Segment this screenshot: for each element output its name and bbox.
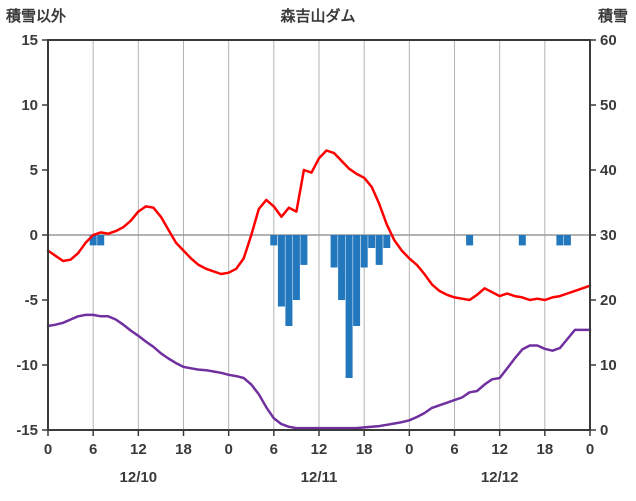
- hour-tick-label: 18: [175, 441, 192, 458]
- hour-tick-label: 6: [450, 441, 458, 458]
- precipitation-bar: [375, 235, 383, 265]
- precipitation-bar: [563, 235, 571, 246]
- left-axis-title: 積雪以外: [6, 8, 67, 25]
- precipitation-bar: [292, 235, 300, 300]
- precipitation-bar: [330, 235, 338, 268]
- right-tick-label: 20: [600, 292, 617, 309]
- precipitation-bar: [466, 235, 474, 246]
- precipitation-bar: [338, 235, 346, 300]
- hour-tick-label: 0: [224, 441, 232, 458]
- precipitation-bar: [368, 235, 376, 248]
- right-tick-label: 60: [600, 32, 617, 49]
- hour-tick-label: 6: [89, 441, 97, 458]
- left-tick-label: -5: [25, 292, 38, 309]
- date-label: 12/10: [120, 469, 158, 486]
- precipitation-bar: [360, 235, 368, 268]
- precipitation-bar: [345, 235, 353, 378]
- hour-tick-label: 6: [270, 441, 278, 458]
- precipitation-bar: [353, 235, 361, 326]
- precipitation-bar: [556, 235, 564, 246]
- hour-tick-label: 0: [586, 441, 594, 458]
- precipitation-bar: [285, 235, 293, 326]
- right-tick-label: 30: [600, 227, 617, 244]
- hour-tick-label: 12: [130, 441, 147, 458]
- left-tick-label: 5: [30, 162, 38, 179]
- hour-tick-label: 12: [491, 441, 508, 458]
- left-tick-label: -15: [16, 422, 38, 439]
- right-axis-title: 積雪: [597, 8, 628, 25]
- precipitation-bar: [97, 235, 105, 246]
- left-tick-label: 0: [30, 227, 38, 244]
- hour-tick-label: 18: [536, 441, 553, 458]
- hour-tick-label: 0: [405, 441, 413, 458]
- left-tick-label: -10: [16, 357, 38, 374]
- precipitation-bar: [300, 235, 308, 265]
- right-tick-label: 40: [600, 162, 617, 179]
- hour-tick-label: 0: [44, 441, 52, 458]
- right-tick-label: 50: [600, 97, 617, 114]
- hour-tick-label: 18: [356, 441, 373, 458]
- date-label: 12/12: [481, 469, 519, 486]
- precipitation-bar: [383, 235, 391, 248]
- date-label: 12/11: [301, 469, 338, 486]
- precipitation-bar: [270, 235, 278, 246]
- snow-depth-line: [46, 313, 592, 430]
- precipitation-bar: [518, 235, 526, 246]
- right-tick-label: 0: [600, 422, 608, 439]
- temperature-line: [46, 149, 592, 302]
- hour-tick-label: 12: [311, 441, 328, 458]
- right-tick-label: 10: [600, 357, 617, 374]
- left-tick-label: 15: [21, 32, 38, 49]
- precipitation-bar: [277, 235, 285, 307]
- left-tick-label: 10: [21, 97, 38, 114]
- precipitation-bar: [89, 235, 97, 246]
- chart-title: 森吉山ダム: [280, 8, 356, 25]
